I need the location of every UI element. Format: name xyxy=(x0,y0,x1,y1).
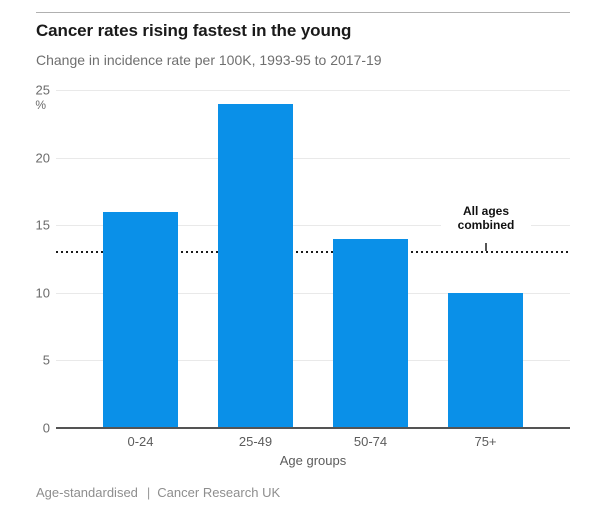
footer-source: Cancer Research UK xyxy=(157,485,281,500)
chart-title: Cancer rates rising fastest in the young xyxy=(36,21,352,40)
y-tick-label: 0 xyxy=(42,420,50,436)
x-tick-label-0-24: 0-24 xyxy=(127,434,154,449)
x-axis-line xyxy=(56,427,570,429)
y-axis-unit-label: % xyxy=(35,98,46,112)
y-tick-label: 15 xyxy=(35,217,50,233)
x-tick-label-50-74: 50-74 xyxy=(353,434,388,449)
bar-75+ xyxy=(448,292,523,427)
y-tick-label: 20 xyxy=(35,150,50,166)
footer-separator: | xyxy=(146,485,151,500)
gridline xyxy=(56,225,570,227)
bar-50-74 xyxy=(333,238,408,427)
bar-25-49 xyxy=(218,103,293,427)
gridline xyxy=(56,360,570,362)
gridline xyxy=(56,157,570,159)
footer-note: Age-standardised xyxy=(36,485,138,500)
gridline xyxy=(56,292,570,294)
x-tick-label-25-49: 25-49 xyxy=(238,434,273,449)
x-tick-label-75+: 75+ xyxy=(474,434,497,449)
y-tick-label: 25 xyxy=(35,82,50,98)
top-divider xyxy=(36,12,570,13)
reference-line-label: All ages combined xyxy=(441,204,531,233)
reference-line xyxy=(56,251,570,254)
bar-0-24 xyxy=(103,211,178,427)
gridline xyxy=(56,90,570,91)
chart-subtitle: Change in incidence rate per 100K, 1993-… xyxy=(36,52,382,68)
y-tick-label: 5 xyxy=(42,352,50,368)
footer: Age-standardised | Cancer Research UK xyxy=(36,485,280,500)
y-tick-label: 10 xyxy=(35,285,50,301)
reference-line-tick xyxy=(485,243,487,251)
x-axis-title: Age groups xyxy=(279,453,347,468)
